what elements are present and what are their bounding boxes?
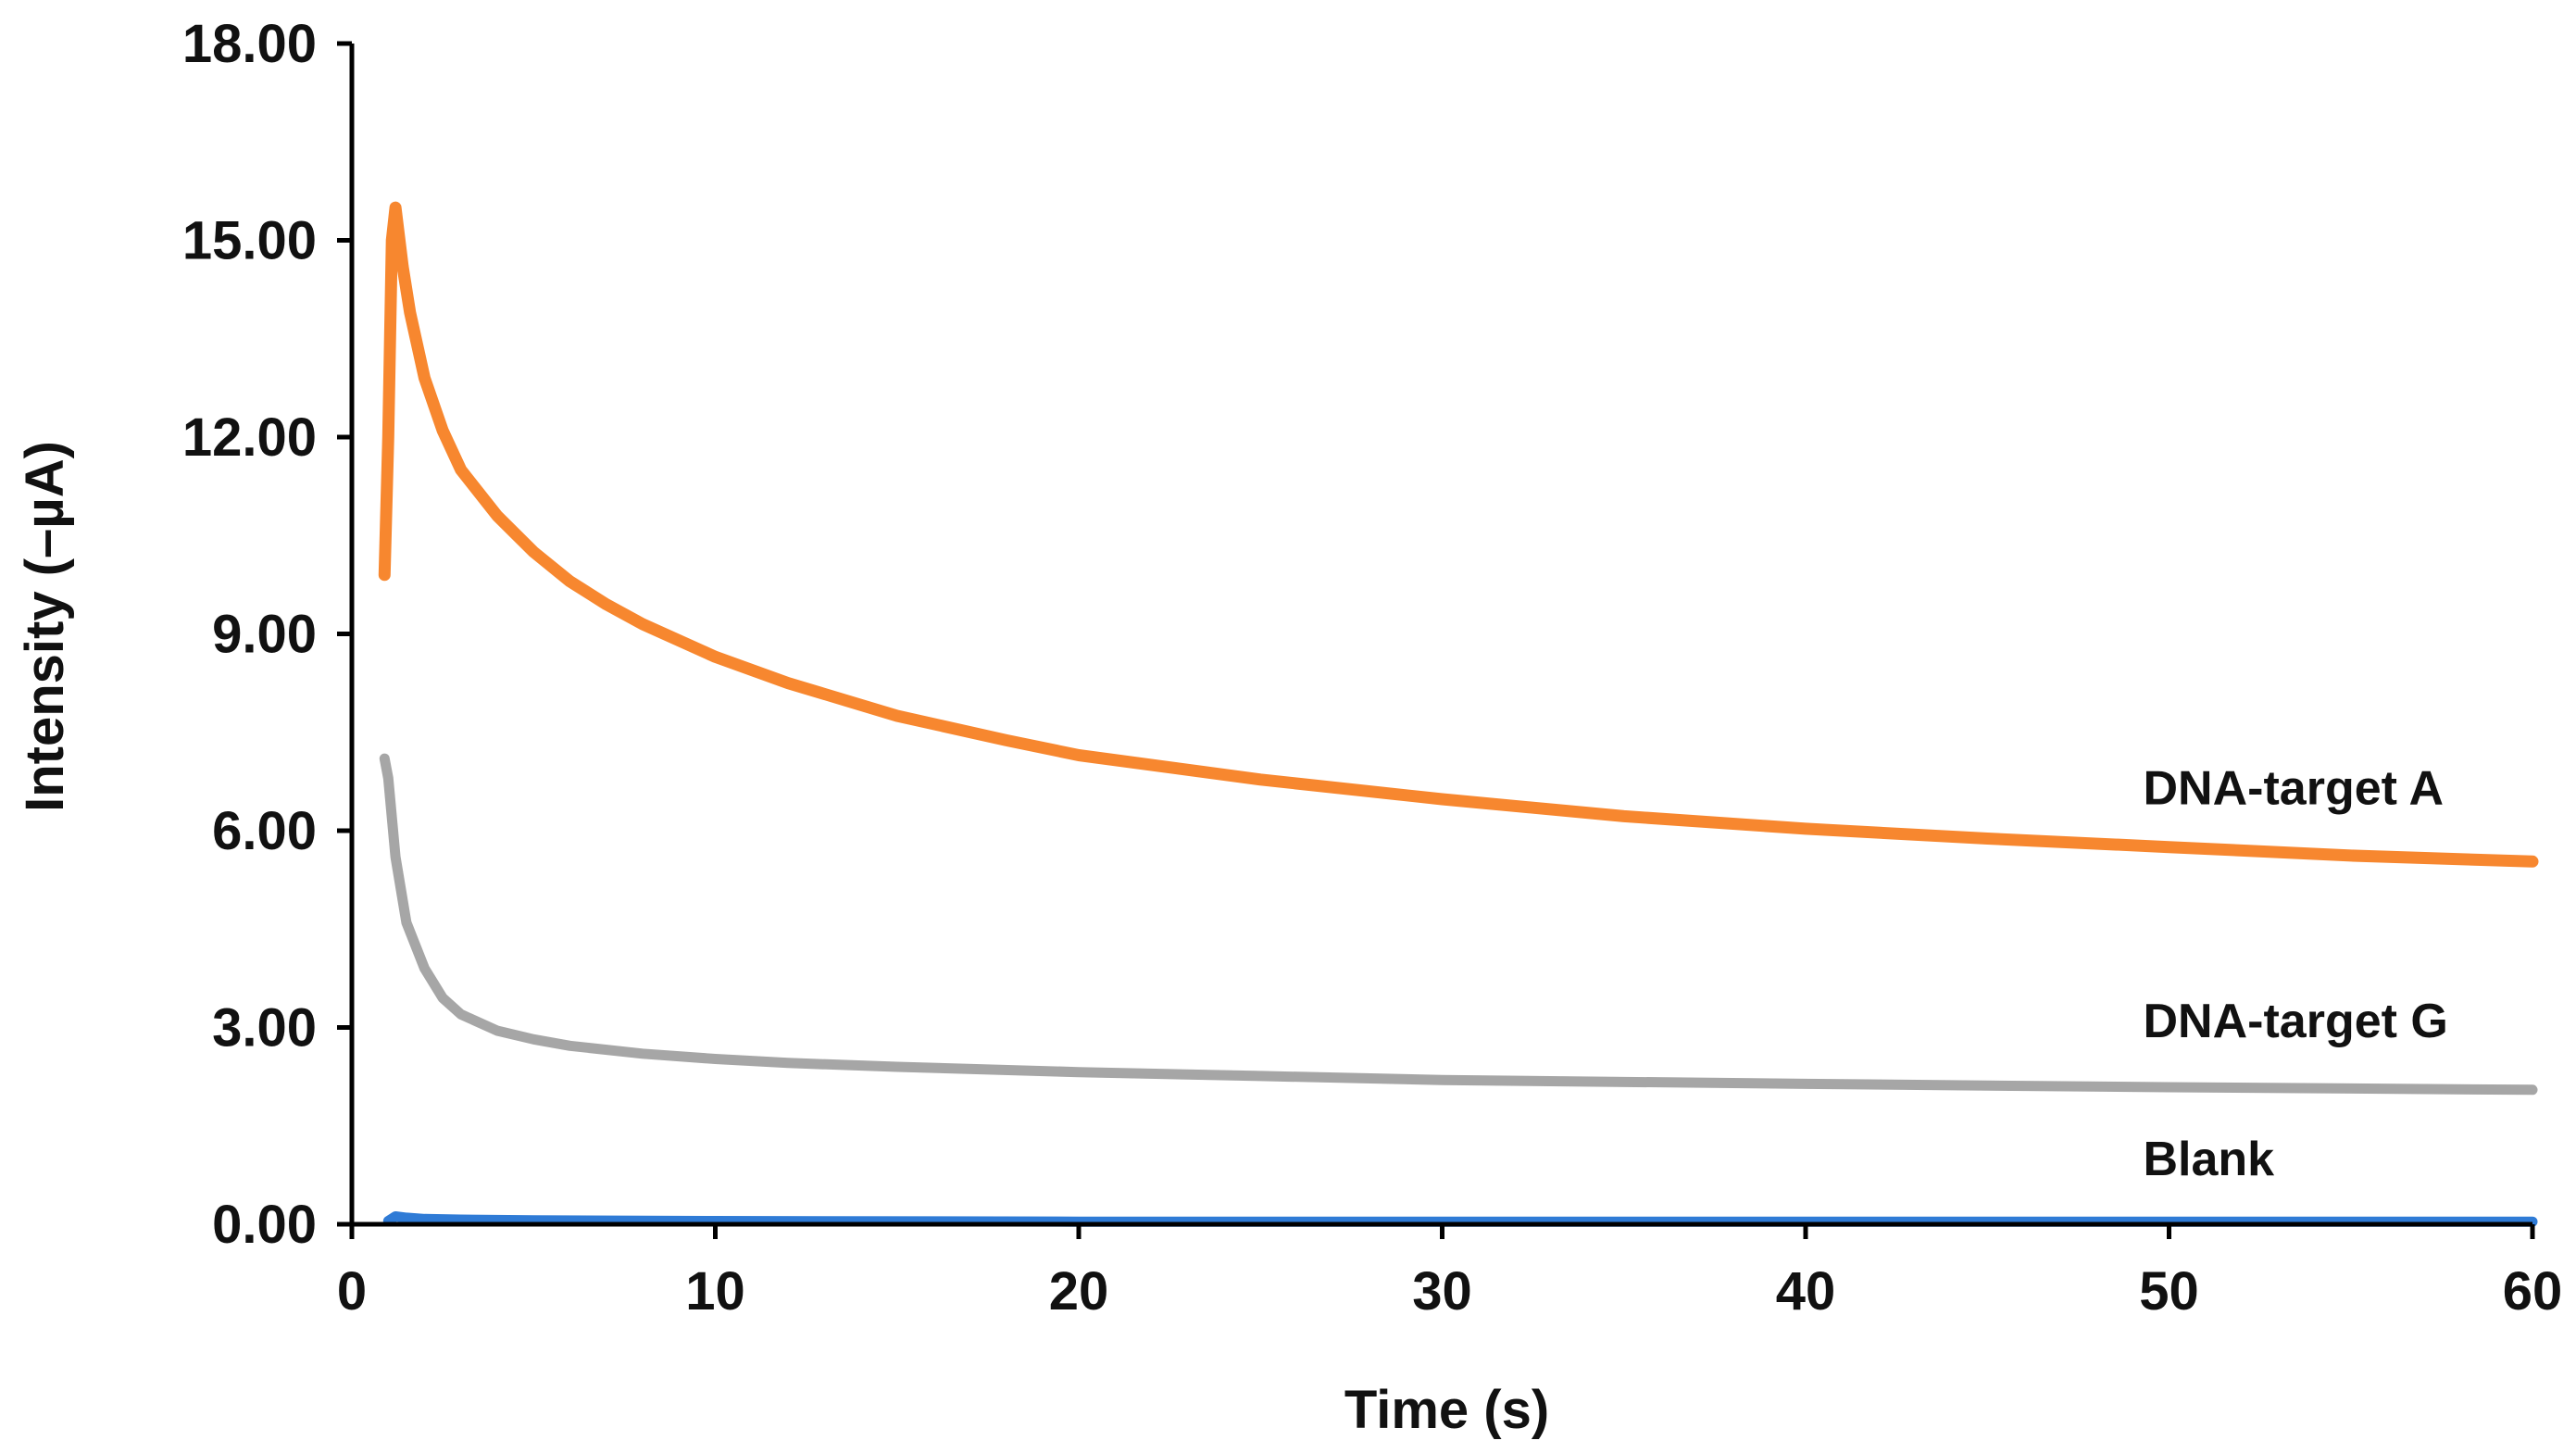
y-tick-label: 9.00 [212,605,317,665]
series-line-dna-target-a [378,201,2539,868]
y-tick-label: 15.00 [182,211,317,271]
y-tick-label: 6.00 [212,801,317,861]
x-tick-label: 10 [685,1261,745,1321]
x-axis-title: Time (s) [1344,1380,1549,1440]
x-tick-label: 0 [337,1261,367,1321]
series-label: DNA-target G [2144,995,2448,1048]
series-line-blank [382,1211,2538,1227]
x-tick-label: 40 [1776,1261,1836,1321]
y-tick-label: 12.00 [182,407,317,468]
series-label: Blank [2144,1133,2275,1186]
series-labels-group: DNA-target A DNA-target G Blank [2144,762,2448,1186]
x-tick-label: 20 [1049,1261,1109,1321]
x-tick-label: 60 [2503,1261,2563,1321]
y-tick-label: 18.00 [182,14,317,74]
series-label: DNA-target A [2144,762,2445,816]
y-tick-label: 3.00 [212,998,317,1058]
x-tick-label: 50 [2139,1261,2199,1321]
x-tick-label: 30 [1412,1261,1472,1321]
series-group [378,201,2539,1227]
ticks-group: 0.00 3.00 6.00 9.00 12.00 15.00 18.00 0 10 20 30 40… [182,14,2562,1321]
series-line-dna-target-g [379,753,2538,1096]
y-tick-label: 0.00 [212,1195,317,1255]
y-axis-title: Intensity (–µA) [15,441,75,812]
